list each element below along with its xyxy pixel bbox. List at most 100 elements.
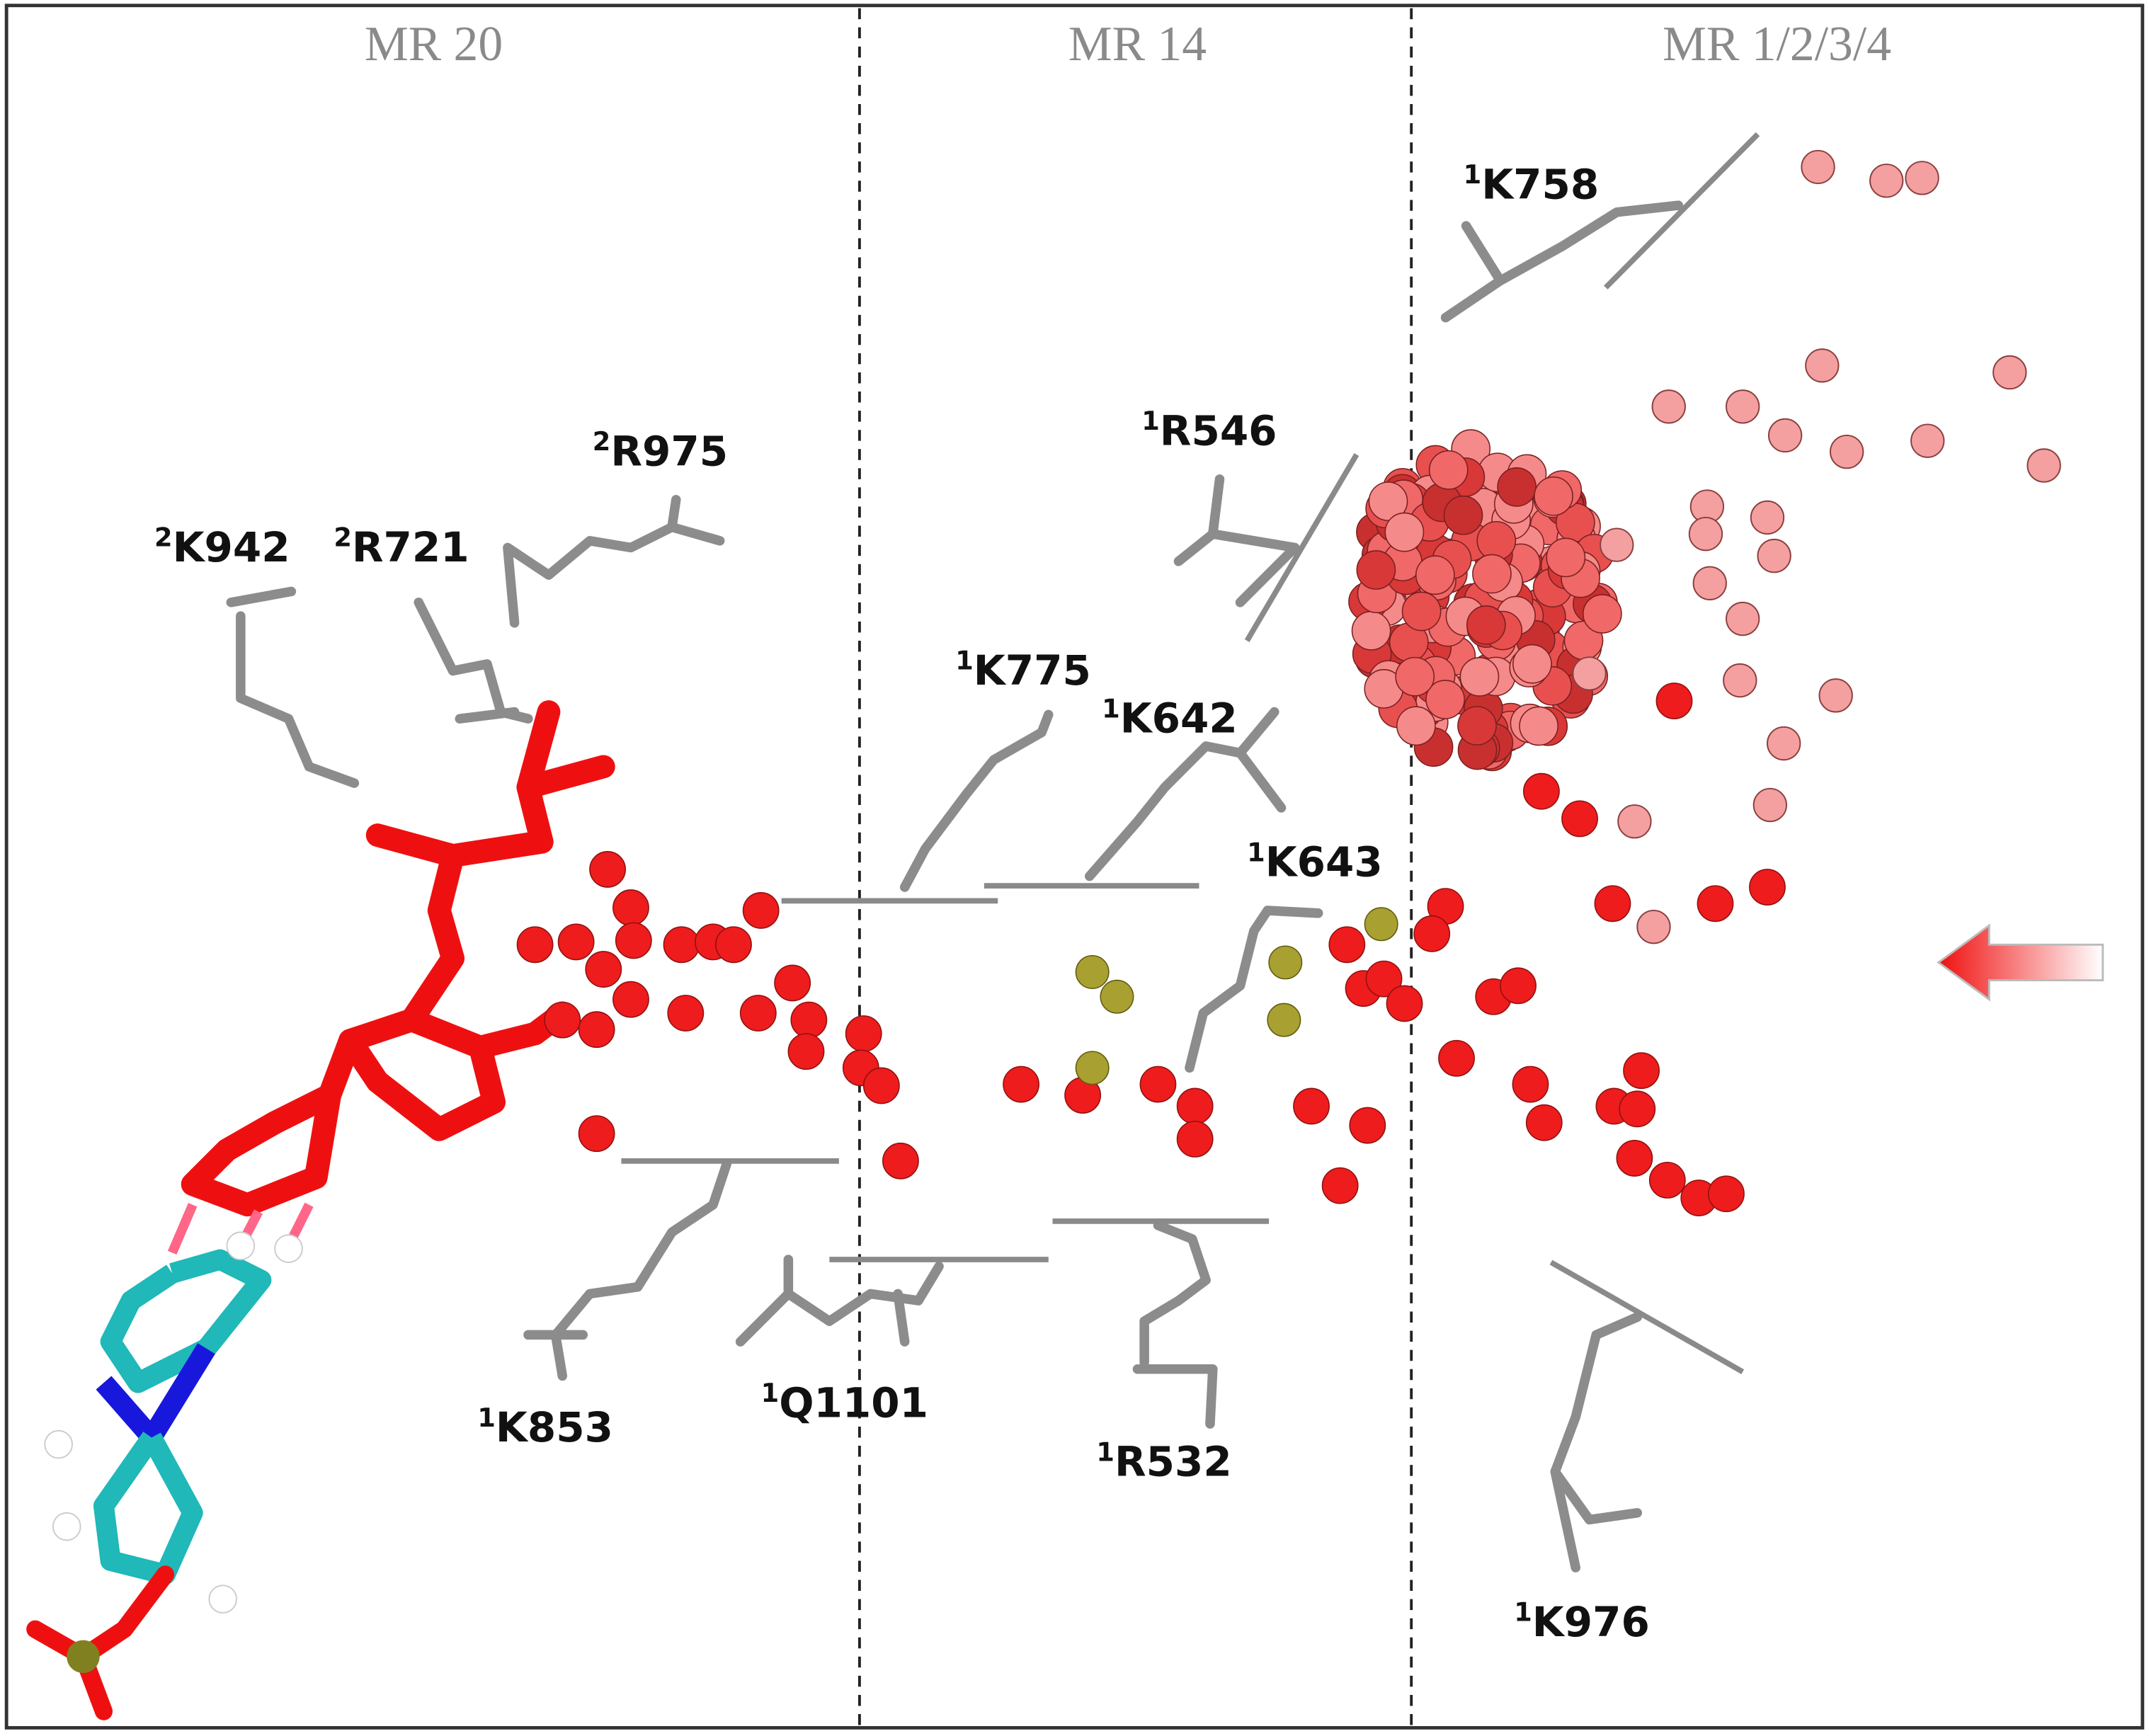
frame	[4, 4, 2145, 1730]
ion	[1708, 1175, 1745, 1213]
ion	[1267, 1003, 1301, 1037]
stick	[1085, 707, 1279, 881]
ion	[589, 851, 627, 888]
residue-name: R721	[352, 523, 469, 571]
residue-name: K942	[173, 523, 290, 571]
ion	[1428, 450, 1469, 490]
ligand-stick	[181, 1083, 341, 1217]
ion	[1818, 678, 1853, 713]
plane	[1244, 453, 1359, 642]
stick	[1132, 1364, 1218, 1429]
ion	[1413, 915, 1451, 952]
residue-chain: 1	[477, 1403, 496, 1433]
stick	[1461, 221, 1505, 286]
ion	[1600, 527, 1634, 562]
ion	[1522, 772, 1560, 810]
ion	[1425, 680, 1465, 719]
ion	[715, 926, 752, 964]
ion	[787, 1033, 825, 1070]
residue-name: K643	[1265, 838, 1383, 886]
residue-chain: 1	[1141, 406, 1160, 436]
ion	[1100, 979, 1134, 1014]
ion	[882, 1142, 919, 1180]
ion	[1443, 495, 1483, 535]
stick	[1550, 1467, 1643, 1525]
stick	[226, 586, 297, 607]
ion	[1497, 467, 1537, 507]
ion	[544, 1001, 581, 1039]
ion	[1396, 706, 1436, 746]
ion	[1572, 656, 1607, 691]
ions	[516, 149, 2061, 1216]
residue-name: R975	[610, 427, 728, 475]
ion	[1697, 885, 1734, 923]
hydrogen	[44, 1429, 73, 1459]
residue-chain: 1	[1247, 837, 1265, 867]
ion	[1993, 355, 2027, 390]
residue-name: K758	[1481, 160, 1599, 208]
ion	[1869, 164, 1904, 198]
ion	[585, 951, 622, 988]
ion	[1692, 566, 1727, 600]
ion	[1801, 149, 1835, 185]
stick	[893, 1289, 910, 1347]
stick	[236, 611, 360, 788]
ligand	[26, 700, 615, 1720]
residue-label: 1K643	[1247, 837, 1383, 886]
ion	[1648, 1161, 1686, 1199]
ion	[1176, 1087, 1214, 1125]
ion	[742, 892, 780, 929]
ion	[1386, 985, 1423, 1022]
hydrogen	[208, 1584, 238, 1614]
ion	[1368, 481, 1408, 521]
ion	[1139, 1066, 1177, 1103]
residue-label: 1K853	[477, 1403, 613, 1451]
ion	[1401, 591, 1442, 632]
stick	[1235, 748, 1287, 813]
ion	[578, 1011, 615, 1049]
ion	[1356, 550, 1396, 590]
residue-chain: 1	[1102, 693, 1120, 724]
residue-label: 1Q1101	[761, 1378, 928, 1427]
ion	[1176, 1120, 1214, 1158]
residue-name: K853	[496, 1403, 613, 1451]
stick	[735, 1261, 944, 1347]
region-label: MR 20	[365, 17, 503, 72]
residue-label: 1K775	[955, 646, 1091, 695]
ion	[1757, 538, 1791, 573]
ion	[845, 1015, 882, 1052]
ion	[1723, 663, 1757, 698]
ion	[739, 995, 777, 1032]
ion	[1365, 960, 1403, 998]
residue-label: 1K976	[1514, 1597, 1650, 1646]
ion	[1805, 348, 1840, 383]
residue-chain: 2	[154, 522, 173, 553]
phosphate	[26, 1565, 175, 1667]
residue-label: 1K758	[1464, 159, 1600, 208]
residue-label: 2R721	[334, 522, 469, 571]
hbond	[167, 1203, 198, 1255]
ion	[1321, 1167, 1359, 1204]
residue-chain: 1	[1096, 1437, 1115, 1467]
ion	[790, 1001, 828, 1039]
plane	[1549, 1260, 1745, 1374]
ion	[1438, 1039, 1475, 1077]
residue-name: Q1101	[779, 1378, 928, 1427]
ion	[1364, 907, 1398, 942]
ion	[1688, 516, 1723, 552]
ion	[1583, 594, 1622, 634]
ion	[1546, 537, 1586, 578]
residue-name: R532	[1115, 1438, 1232, 1486]
ion	[1905, 161, 1939, 195]
residue-chain: 1	[1514, 1597, 1532, 1628]
sugar	[93, 1432, 203, 1585]
residue-name: R546	[1160, 406, 1277, 455]
ion	[1616, 1140, 1653, 1177]
ion	[1395, 656, 1435, 697]
ion	[1651, 389, 1686, 424]
stick	[667, 495, 681, 532]
residue-sticks	[226, 132, 1760, 1572]
ion	[1459, 657, 1500, 697]
